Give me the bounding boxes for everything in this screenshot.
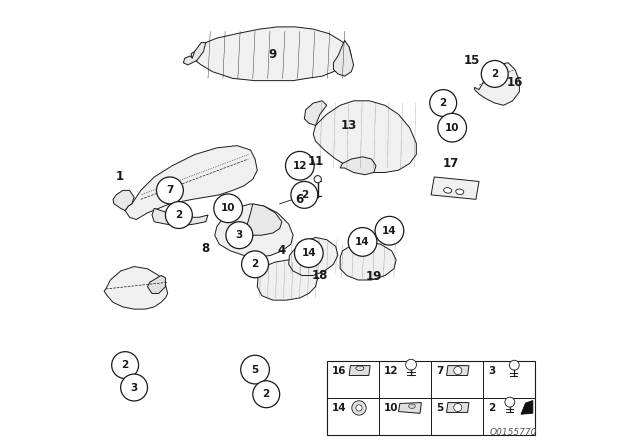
Text: 5: 5 (252, 365, 259, 375)
Text: 14: 14 (332, 403, 347, 413)
Polygon shape (340, 242, 396, 280)
Text: 2: 2 (491, 69, 499, 79)
Polygon shape (349, 366, 370, 375)
Polygon shape (333, 40, 353, 76)
Bar (327, 361, 535, 435)
Polygon shape (113, 190, 134, 211)
Text: O0155770: O0155770 (490, 428, 538, 437)
Circle shape (112, 352, 139, 379)
Circle shape (430, 90, 457, 116)
Circle shape (375, 216, 404, 245)
Circle shape (356, 405, 362, 411)
Text: 10: 10 (445, 123, 460, 133)
Circle shape (253, 381, 280, 408)
Polygon shape (399, 403, 421, 414)
Circle shape (314, 176, 321, 183)
Text: 12: 12 (384, 366, 399, 376)
Circle shape (438, 113, 467, 142)
Circle shape (241, 355, 269, 384)
Text: 9: 9 (269, 48, 277, 61)
Polygon shape (184, 43, 206, 65)
Text: 7: 7 (436, 366, 444, 376)
Text: 7: 7 (166, 185, 173, 195)
Polygon shape (215, 204, 293, 258)
Text: 13: 13 (341, 119, 357, 132)
Text: 3: 3 (488, 366, 495, 376)
Polygon shape (246, 204, 282, 235)
Text: 14: 14 (355, 237, 370, 247)
Text: 2: 2 (175, 210, 182, 220)
Text: 14: 14 (382, 226, 397, 236)
Text: 6: 6 (296, 193, 304, 206)
Polygon shape (475, 63, 520, 105)
Circle shape (505, 397, 515, 407)
Circle shape (294, 239, 323, 267)
Text: 12: 12 (292, 161, 307, 171)
Text: 14: 14 (301, 248, 316, 258)
Polygon shape (447, 403, 469, 413)
Text: 11: 11 (307, 155, 324, 168)
Polygon shape (125, 146, 257, 220)
Polygon shape (289, 237, 338, 276)
Text: 3: 3 (236, 230, 243, 240)
Ellipse shape (356, 366, 364, 370)
Circle shape (454, 404, 462, 412)
Polygon shape (521, 401, 533, 414)
Text: 4: 4 (278, 244, 286, 258)
Polygon shape (431, 177, 479, 199)
Text: 2: 2 (252, 259, 259, 269)
Text: 2: 2 (301, 190, 308, 200)
Polygon shape (314, 101, 417, 172)
Polygon shape (191, 27, 351, 81)
Ellipse shape (456, 189, 464, 194)
Polygon shape (148, 276, 165, 293)
Ellipse shape (444, 188, 452, 193)
Text: 2: 2 (262, 389, 270, 399)
Circle shape (509, 360, 519, 370)
Text: 10: 10 (384, 403, 399, 413)
Circle shape (242, 251, 269, 278)
Polygon shape (152, 208, 208, 226)
Circle shape (214, 194, 243, 223)
Circle shape (291, 181, 318, 208)
Circle shape (121, 374, 148, 401)
Polygon shape (340, 157, 376, 175)
Circle shape (285, 151, 314, 180)
Polygon shape (447, 366, 469, 375)
Text: 19: 19 (365, 270, 382, 283)
Polygon shape (104, 267, 168, 309)
Text: 18: 18 (312, 269, 328, 282)
Text: 8: 8 (202, 242, 210, 255)
Circle shape (226, 222, 253, 249)
Text: 2: 2 (488, 403, 495, 413)
Circle shape (157, 177, 184, 204)
Circle shape (406, 359, 417, 370)
Circle shape (352, 401, 366, 415)
Text: 2: 2 (440, 98, 447, 108)
Circle shape (454, 366, 462, 375)
Ellipse shape (408, 404, 415, 409)
Polygon shape (305, 101, 327, 125)
Circle shape (165, 202, 192, 228)
Text: 16: 16 (507, 76, 523, 90)
Polygon shape (257, 260, 317, 300)
Text: 17: 17 (443, 157, 459, 170)
Text: 2: 2 (122, 360, 129, 370)
Text: 3: 3 (131, 383, 138, 392)
Text: 1: 1 (116, 170, 124, 184)
Text: 16: 16 (332, 366, 347, 376)
Circle shape (481, 60, 508, 87)
Text: 5: 5 (436, 403, 444, 413)
Text: 10: 10 (221, 203, 236, 213)
Text: 15: 15 (464, 54, 481, 67)
Circle shape (348, 228, 377, 256)
